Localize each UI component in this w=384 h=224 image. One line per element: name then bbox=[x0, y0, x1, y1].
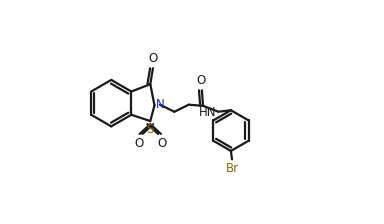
Text: S: S bbox=[147, 123, 154, 136]
Text: HN: HN bbox=[199, 106, 217, 119]
Text: O: O bbox=[157, 137, 167, 150]
Text: O: O bbox=[134, 137, 143, 150]
Text: N: N bbox=[156, 98, 165, 111]
Text: O: O bbox=[148, 52, 157, 65]
Text: Br: Br bbox=[225, 162, 238, 175]
Text: O: O bbox=[196, 74, 205, 87]
